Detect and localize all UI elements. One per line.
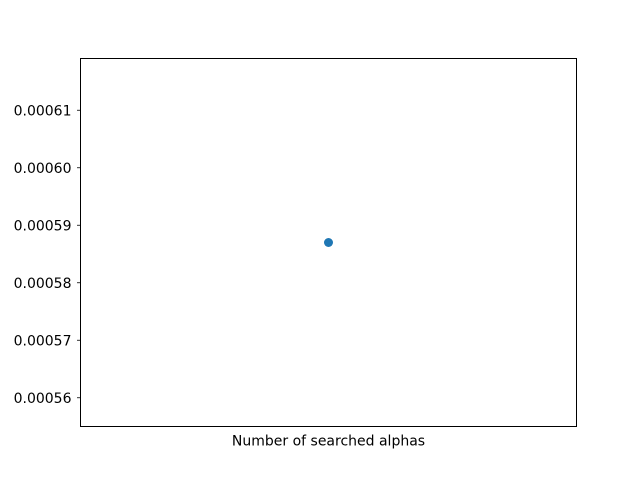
y-tick-label: 0.00059	[14, 218, 72, 234]
y-tick-label: 0.00057	[14, 333, 72, 349]
x-axis-label: Number of searched alphas	[232, 434, 425, 450]
y-tick-label: 0.00061	[14, 103, 72, 119]
y-tick-label: 0.00058	[14, 276, 72, 292]
data-point	[324, 238, 333, 247]
y-tick-label: 0.00060	[14, 161, 72, 177]
data-points	[324, 238, 333, 247]
y-tick-label: 0.00056	[14, 391, 72, 407]
